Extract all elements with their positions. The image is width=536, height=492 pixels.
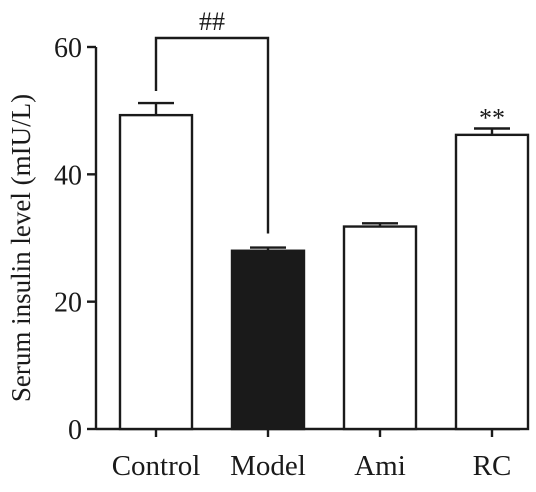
y-tick-label: 40 (54, 160, 82, 191)
y-tick-label: 60 (54, 33, 82, 64)
y-axis-title: Serum insulin level (mIU/L) (6, 94, 36, 402)
annotations: ## ** (154, 7, 505, 234)
bar-ami (342, 225, 418, 431)
x-category-label: Control (112, 450, 201, 482)
significance-label: ## (199, 7, 225, 36)
y-tick-label: 20 (54, 288, 82, 319)
error-bars (138, 101, 510, 251)
x-category-label: RC (473, 450, 512, 482)
significance-bracket (154, 36, 270, 234)
x-category-label: Ami (354, 450, 406, 482)
bar-control (118, 113, 194, 431)
y-tick-label: 0 (68, 415, 82, 446)
bar-model (230, 249, 306, 431)
significance-label: ** (479, 103, 505, 132)
x-category-label: Model (230, 450, 306, 482)
bar-rc (454, 133, 530, 431)
bars (118, 113, 530, 431)
labels: Serum insulin level (mIU/L) Control Model A… (6, 94, 511, 482)
